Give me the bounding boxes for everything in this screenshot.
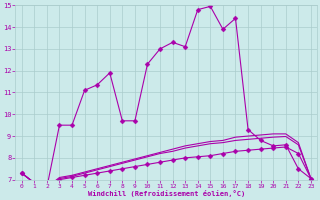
X-axis label: Windchill (Refroidissement éolien,°C): Windchill (Refroidissement éolien,°C)	[88, 190, 245, 197]
